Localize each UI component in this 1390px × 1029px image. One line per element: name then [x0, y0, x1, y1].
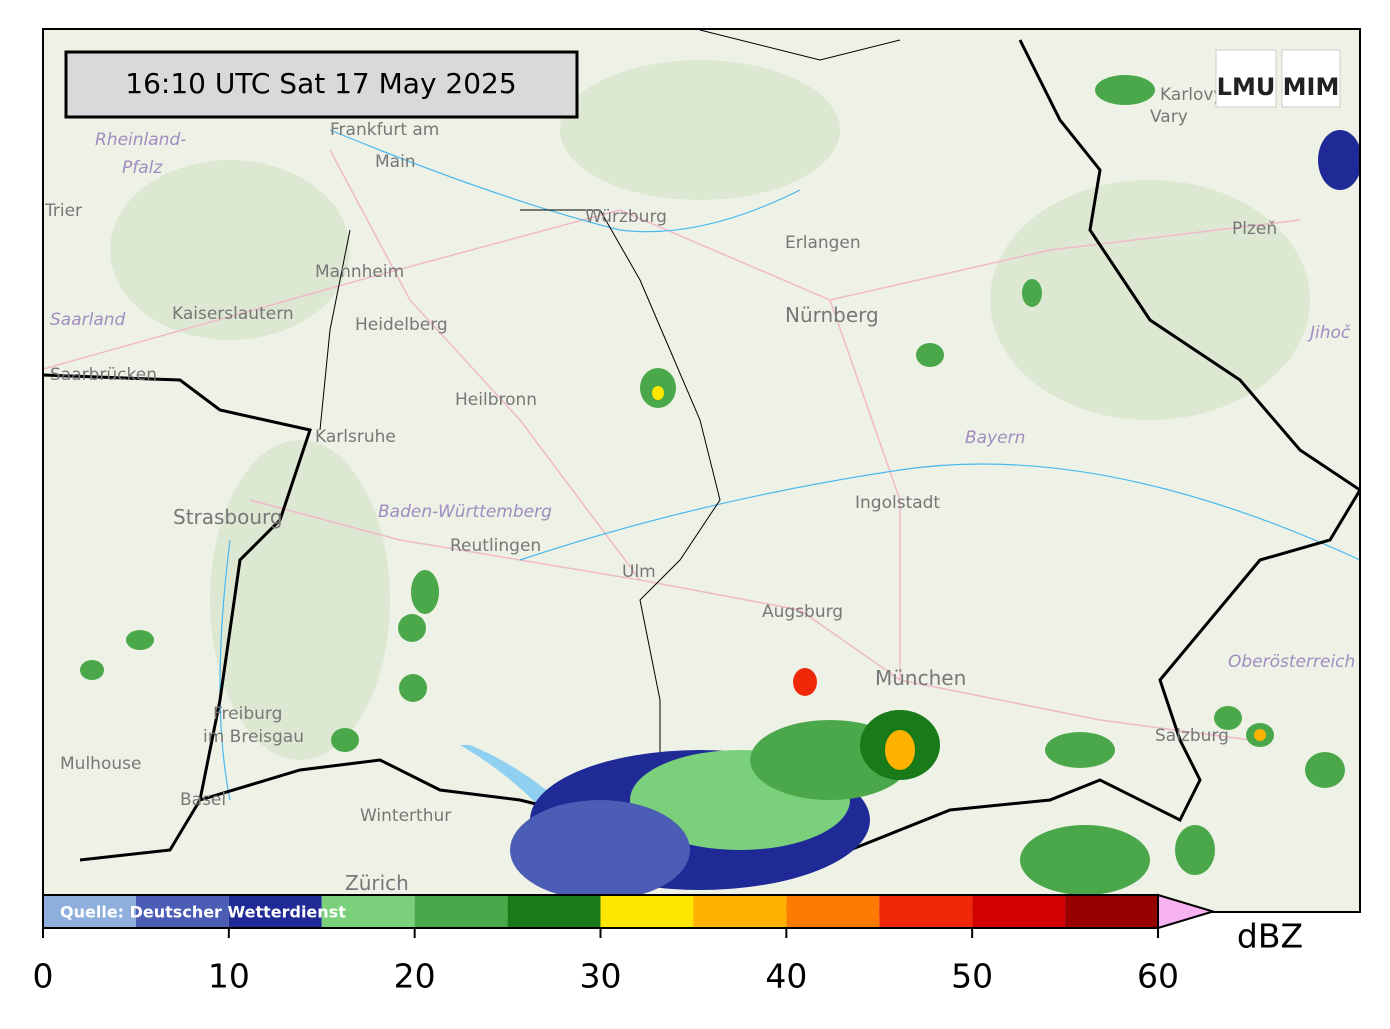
- colorbar-segment: [879, 895, 973, 928]
- colorbar: Quelle: Deutscher Wetterdienst 0 10 20 30 40 5…: [33, 893, 1303, 996]
- place-label: Erlangen: [785, 233, 861, 253]
- colorbar-segment: [972, 895, 1066, 928]
- colorbar-tick-label: 10: [208, 957, 250, 996]
- place-label: Mulhouse: [60, 754, 141, 774]
- colorbar-segment: [507, 895, 601, 928]
- rivers: [219, 129, 1360, 801]
- place-label: Winterthur: [360, 806, 451, 826]
- place-label: Zürich: [345, 871, 409, 895]
- place-label: Plzeň: [1232, 219, 1277, 239]
- colorbar-segment: [1065, 895, 1158, 928]
- place-label: Augsburg: [762, 602, 843, 622]
- roads: [43, 149, 1301, 741]
- colorbar-segment: [135, 895, 229, 928]
- borders: [43, 39, 1360, 862]
- timestamp-box: [64, 50, 579, 119]
- colorbar-segment: [600, 895, 694, 928]
- logo-box: [1215, 49, 1277, 108]
- colorbar-tick-label: 0: [33, 957, 54, 996]
- colorbar-unit: dBZ: [1237, 917, 1303, 956]
- place-label: Salzburg: [1155, 726, 1229, 746]
- colorbar-tick-label: 40: [765, 957, 807, 996]
- colorbar-segment: [414, 895, 508, 928]
- region-label: Bayern: [965, 428, 1025, 448]
- colorbar-tick-label: 30: [580, 957, 622, 996]
- logo-text: MIM: [1283, 73, 1340, 101]
- colorbar-tick-label: 60: [1137, 957, 1179, 996]
- place-label: Kaiserslautern: [172, 304, 294, 324]
- place-label: Saarbrücken: [50, 365, 157, 385]
- logo: LMU MIM: [1215, 49, 1341, 108]
- colorbar-segment: [786, 895, 880, 928]
- timestamp: 16:10 UTC Sat 17 May 2025: [125, 67, 516, 100]
- place-label: Nürnberg: [785, 303, 879, 327]
- radar-echoes: [80, 75, 1360, 900]
- place-label: Heidelberg: [355, 315, 448, 335]
- place-label: München: [875, 666, 966, 690]
- place-labels: Frankfurt am Main Rheinland- Pfalz Trier…: [44, 85, 1355, 895]
- place-label: Mannheim: [315, 262, 404, 282]
- place-label: Trier: [44, 201, 82, 221]
- place-label: Reutlingen: [450, 536, 541, 556]
- place-label: Ulm: [622, 562, 656, 582]
- place-label: Heilbronn: [455, 390, 537, 410]
- place-label: Karlsruhe: [315, 427, 396, 447]
- place-label: Basel: [180, 790, 226, 810]
- region-label: Rheinland-: [95, 130, 186, 150]
- place-label: Freiburg: [213, 704, 282, 724]
- place-label: Ingolstadt: [855, 493, 940, 513]
- place-label: Würzburg: [585, 207, 667, 227]
- region-label: Pfalz: [122, 158, 163, 178]
- colorbar-segment: [693, 895, 787, 928]
- colorbar-segment: [43, 895, 136, 928]
- colorbar-tick-label: 50: [951, 957, 993, 996]
- place-label: im Breisgau: [203, 727, 304, 747]
- state-borders: [319, 29, 901, 780]
- terrain: [110, 60, 1310, 760]
- place-label: Main: [375, 152, 416, 172]
- colorbar-tick-label: 20: [394, 957, 436, 996]
- colorbar-source: Quelle: Deutscher Wetterdienst: [60, 903, 346, 922]
- region-label: Saarland: [50, 310, 126, 330]
- map-area: Frankfurt am Main Rheinland- Pfalz Trier…: [43, 29, 1360, 912]
- region-label: Oberösterreich: [1228, 652, 1355, 672]
- place-label: Frankfurt am: [330, 120, 439, 140]
- place-label: Vary: [1150, 107, 1188, 127]
- region-label: Jihoč: [1307, 323, 1351, 343]
- region-label: Baden-Württemberg: [378, 502, 552, 522]
- colorbar-segment: [228, 895, 322, 928]
- place-label: Karlovy: [1160, 85, 1224, 105]
- logo-text: LMU: [1217, 73, 1276, 101]
- place-label: Strasbourg: [173, 505, 283, 529]
- colorbar-segment: [321, 895, 415, 928]
- logo-box: [1281, 49, 1341, 108]
